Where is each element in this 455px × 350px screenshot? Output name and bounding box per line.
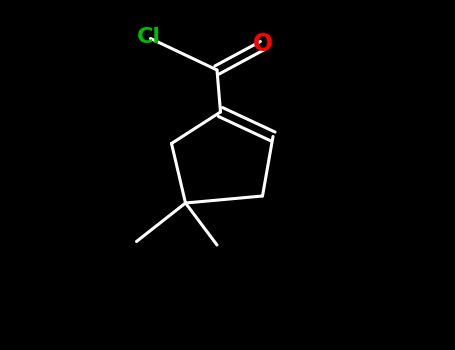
Text: Cl: Cl — [137, 27, 161, 47]
Text: O: O — [253, 32, 273, 56]
